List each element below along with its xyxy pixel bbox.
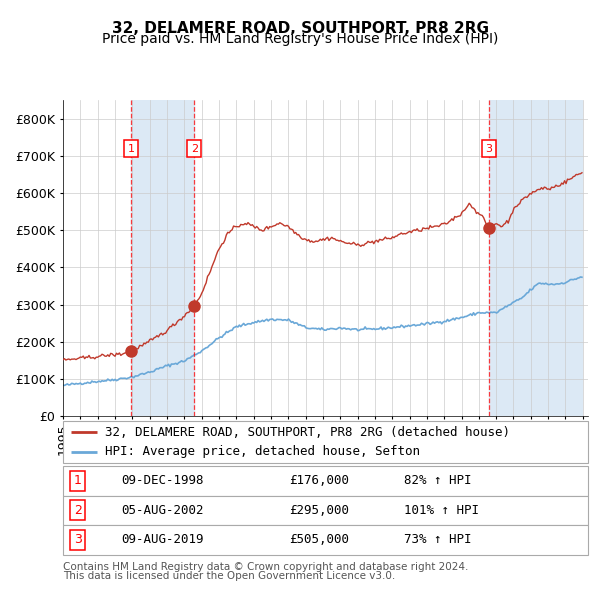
Text: 09-AUG-2019: 09-AUG-2019	[121, 533, 203, 546]
Text: 3: 3	[485, 143, 493, 153]
Text: Contains HM Land Registry data © Crown copyright and database right 2024.: Contains HM Land Registry data © Crown c…	[63, 562, 469, 572]
Text: £505,000: £505,000	[289, 533, 349, 546]
Text: 73% ↑ HPI: 73% ↑ HPI	[404, 533, 472, 546]
Text: 09-DEC-1998: 09-DEC-1998	[121, 474, 203, 487]
Text: 1: 1	[74, 474, 82, 487]
Text: £176,000: £176,000	[289, 474, 349, 487]
Text: 2: 2	[74, 504, 82, 517]
Text: This data is licensed under the Open Government Licence v3.0.: This data is licensed under the Open Gov…	[63, 571, 395, 581]
Text: 82% ↑ HPI: 82% ↑ HPI	[404, 474, 472, 487]
Bar	[131, 100, 194, 416]
Text: 32, DELAMERE ROAD, SOUTHPORT, PR8 2RG: 32, DELAMERE ROAD, SOUTHPORT, PR8 2RG	[112, 21, 488, 35]
Text: £295,000: £295,000	[289, 504, 349, 517]
Text: 1: 1	[127, 143, 134, 153]
Text: HPI: Average price, detached house, Sefton: HPI: Average price, detached house, Seft…	[105, 445, 420, 458]
Text: 32, DELAMERE ROAD, SOUTHPORT, PR8 2RG (detached house): 32, DELAMERE ROAD, SOUTHPORT, PR8 2RG (d…	[105, 425, 510, 438]
Text: 101% ↑ HPI: 101% ↑ HPI	[404, 504, 479, 517]
Text: 05-AUG-2002: 05-AUG-2002	[121, 504, 203, 517]
FancyBboxPatch shape	[63, 421, 588, 463]
FancyBboxPatch shape	[63, 525, 588, 555]
FancyBboxPatch shape	[63, 496, 588, 525]
FancyBboxPatch shape	[63, 466, 588, 496]
Text: 2: 2	[191, 143, 198, 153]
Text: Price paid vs. HM Land Registry's House Price Index (HPI): Price paid vs. HM Land Registry's House …	[102, 32, 498, 47]
Text: 3: 3	[74, 533, 82, 546]
Bar	[489, 100, 582, 416]
